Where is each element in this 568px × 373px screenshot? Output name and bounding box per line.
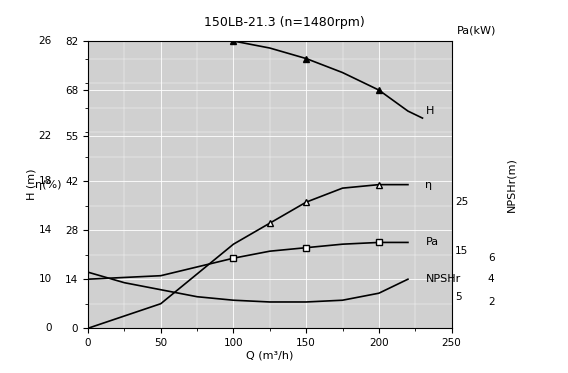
Text: H: H <box>425 106 434 116</box>
Text: NPSHr: NPSHr <box>425 274 461 284</box>
Text: 26: 26 <box>39 36 52 46</box>
X-axis label: Q (m³/h): Q (m³/h) <box>246 351 294 361</box>
Text: 2: 2 <box>488 297 495 307</box>
Text: 15: 15 <box>455 246 469 256</box>
Text: H (m): H (m) <box>27 169 37 200</box>
Text: η: η <box>425 180 432 189</box>
Text: 18: 18 <box>39 176 52 186</box>
Text: NPSHr(m): NPSHr(m) <box>507 157 516 212</box>
Text: Pa(kW): Pa(kW) <box>457 25 496 35</box>
Text: 4: 4 <box>488 274 495 284</box>
Text: 6: 6 <box>488 253 495 263</box>
Text: Pa: Pa <box>425 238 438 247</box>
Text: 5: 5 <box>455 292 462 302</box>
Text: 22: 22 <box>39 131 52 141</box>
Text: 14: 14 <box>39 225 52 235</box>
Y-axis label: η(%): η(%) <box>35 180 62 189</box>
Text: 0: 0 <box>45 323 52 333</box>
Text: 25: 25 <box>455 197 469 207</box>
Text: 150LB-21.3 (n=1480rpm): 150LB-21.3 (n=1480rpm) <box>203 16 365 29</box>
Text: 10: 10 <box>39 274 52 284</box>
